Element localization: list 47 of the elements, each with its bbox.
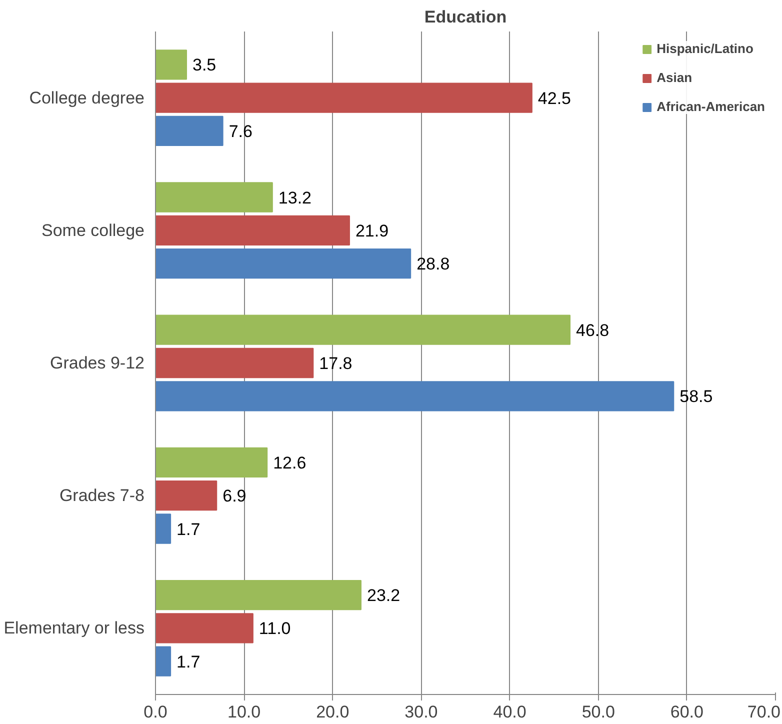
bar: [156, 248, 412, 279]
bar: [156, 348, 314, 378]
bar: [156, 314, 571, 345]
x-tick-label: 0.0: [144, 702, 168, 722]
data-label: 1.7: [176, 652, 200, 672]
x-tick-label: 20.0: [316, 702, 350, 722]
bar: [156, 480, 218, 511]
data-label: 13.2: [278, 188, 312, 208]
bar: [156, 381, 674, 412]
x-tick-label: 30.0: [404, 702, 438, 722]
bar: [156, 514, 172, 544]
data-label: 42.5: [538, 88, 572, 108]
x-tick-label: 40.0: [493, 702, 526, 722]
data-label: 17.8: [319, 354, 352, 373]
legend-label: Asian: [656, 70, 692, 85]
data-label: 12.6: [273, 453, 306, 472]
data-label: 3.5: [192, 56, 216, 75]
bar: [156, 116, 224, 146]
data-label: 58.5: [680, 387, 713, 406]
legend-label: African-American: [656, 99, 765, 114]
bar: [156, 613, 254, 644]
y-tick-label: College degree: [29, 88, 145, 108]
data-label: 1.7: [176, 520, 200, 539]
x-tick-label: 50.0: [582, 702, 615, 722]
bar: [156, 50, 187, 80]
data-label: 7.6: [228, 122, 252, 141]
data-label: 21.9: [355, 221, 389, 240]
bar: [156, 447, 268, 478]
y-tick-label: Some college: [41, 220, 145, 240]
bar: [156, 646, 172, 676]
bar: [156, 82, 532, 113]
data-label: 28.8: [416, 254, 450, 274]
x-tick-label: 70.0: [747, 702, 781, 722]
data-label: 46.8: [576, 320, 610, 340]
bar: [156, 215, 350, 246]
x-tick-label: 10.0: [228, 702, 261, 722]
y-tick-label: Elementary or less: [4, 618, 145, 638]
bar: [156, 182, 273, 212]
y-tick-label: Grades 9-12: [50, 354, 145, 372]
data-label: 6.9: [222, 486, 246, 506]
legend-label: Hispanic/Latino: [656, 41, 754, 56]
chart-title: Education: [424, 8, 507, 26]
bar: [156, 580, 362, 610]
data-label: 11.0: [258, 619, 291, 638]
x-tick-label: 60.0: [670, 702, 704, 722]
data-label: 23.2: [366, 586, 400, 606]
y-tick-label: Grades 7-8: [59, 486, 145, 506]
